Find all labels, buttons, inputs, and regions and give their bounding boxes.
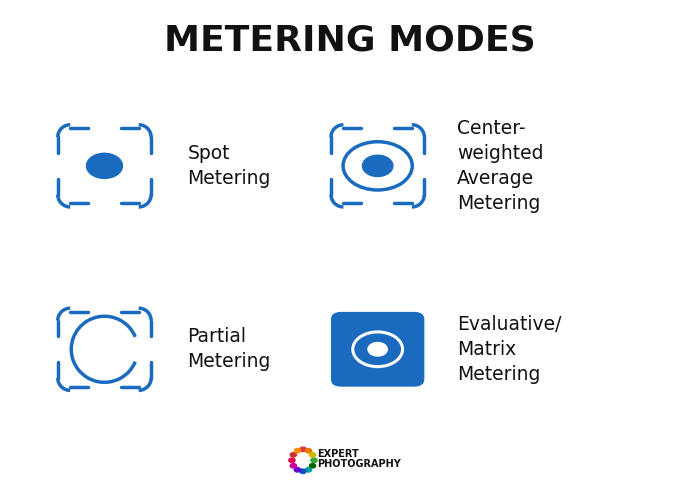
Circle shape: [300, 469, 306, 473]
Circle shape: [363, 155, 393, 176]
Circle shape: [289, 458, 295, 463]
Circle shape: [294, 449, 300, 453]
Circle shape: [294, 467, 300, 472]
Circle shape: [368, 343, 387, 356]
Circle shape: [290, 453, 297, 457]
Circle shape: [311, 458, 317, 463]
Text: EXPERT: EXPERT: [318, 449, 359, 459]
Circle shape: [305, 467, 312, 472]
Text: METERING MODES: METERING MODES: [164, 24, 536, 57]
Text: PHOTOGRAPHY: PHOTOGRAPHY: [318, 459, 401, 469]
Circle shape: [309, 464, 316, 468]
Text: Partial
Metering: Partial Metering: [188, 327, 271, 371]
Circle shape: [290, 464, 297, 468]
Text: Spot
Metering: Spot Metering: [188, 144, 271, 188]
Circle shape: [87, 153, 122, 178]
Text: Evaluative/
Matrix
Metering: Evaluative/ Matrix Metering: [457, 315, 561, 384]
Circle shape: [309, 453, 316, 457]
FancyBboxPatch shape: [331, 312, 424, 387]
Circle shape: [305, 449, 312, 453]
Circle shape: [300, 447, 306, 451]
Text: Center-
weighted
Average
Metering: Center- weighted Average Metering: [457, 119, 544, 213]
